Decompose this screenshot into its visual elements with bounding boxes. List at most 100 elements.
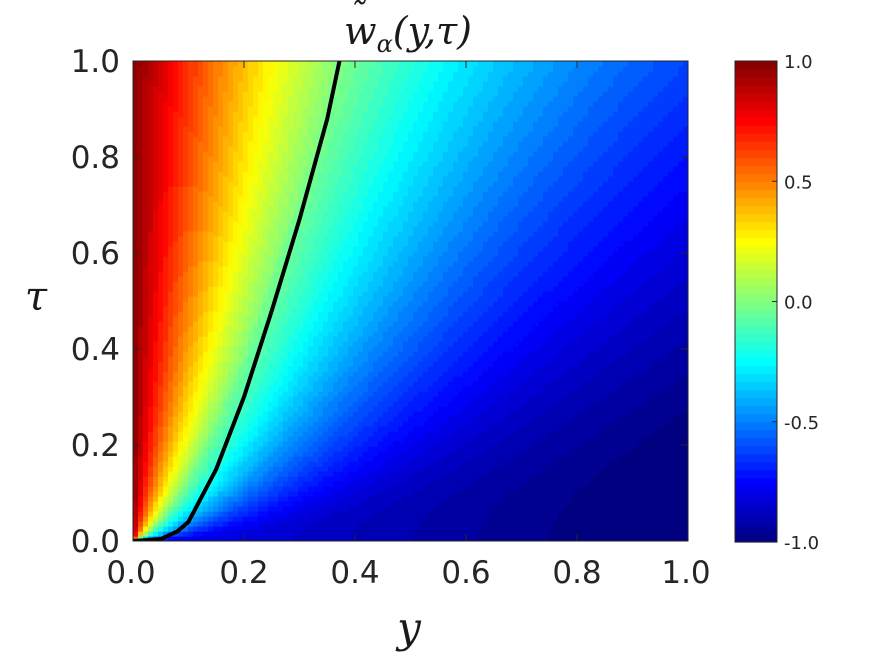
heatmap-cell: [193, 171, 199, 177]
heatmap-cell: [353, 386, 359, 392]
heatmap-cell: [228, 266, 234, 272]
heatmap-cell: [323, 296, 329, 302]
heatmap-cell: [308, 441, 314, 447]
heatmap-cell: [288, 486, 294, 492]
heatmap-cell: [388, 486, 394, 492]
heatmap-cell: [353, 151, 359, 157]
heatmap-cell: [268, 166, 274, 172]
heatmap-cell: [173, 161, 179, 167]
heatmap-cell: [178, 421, 184, 427]
heatmap-cell: [308, 391, 314, 397]
heatmap-cell: [198, 101, 204, 107]
heatmap-cell: [293, 326, 299, 332]
heatmap-cell: [328, 81, 334, 87]
heatmap-cell: [208, 156, 214, 162]
heatmap-cell: [178, 521, 184, 527]
heatmap-cell: [228, 446, 234, 452]
heatmap-cell: [208, 321, 214, 327]
heatmap-cell: [278, 71, 284, 77]
heatmap-cell: [333, 426, 339, 432]
heatmap-cell: [343, 191, 349, 197]
heatmap-cell: [183, 476, 189, 482]
heatmap-cell: [358, 466, 364, 472]
heatmap-cell: [188, 126, 194, 132]
heatmap-cell: [138, 76, 144, 82]
heatmap-cell: [188, 341, 194, 347]
heatmap-cell: [298, 501, 304, 507]
heatmap-cell: [143, 356, 149, 362]
heatmap-cell: [323, 476, 329, 482]
heatmap-cell: [248, 516, 254, 522]
heatmap-cell: [163, 316, 169, 322]
heatmap-cell: [313, 526, 319, 532]
heatmap-cell: [383, 271, 389, 277]
heatmap-cell: [213, 451, 219, 457]
heatmap-cell: [388, 156, 394, 162]
heatmap-cell: [198, 116, 204, 122]
heatmap-cell: [233, 126, 239, 132]
heatmap-cell: [203, 501, 209, 507]
heatmap-cell: [338, 171, 344, 177]
heatmap-cell: [353, 361, 359, 367]
heatmap-cell: [373, 376, 379, 382]
heatmap-cell: [298, 91, 304, 97]
heatmap-cell: [388, 456, 394, 462]
heatmap-cell: [388, 111, 394, 117]
heatmap-cell: [328, 271, 334, 277]
heatmap-cell: [173, 456, 179, 462]
heatmap-cell: [313, 136, 319, 142]
heatmap-cell: [183, 536, 189, 541]
heatmap-cell: [353, 391, 359, 397]
heatmap-cell: [288, 91, 294, 97]
heatmap-cell: [253, 271, 259, 277]
heatmap-cell: [283, 156, 289, 162]
heatmap-cell: [178, 71, 184, 77]
heatmap-cell: [153, 81, 159, 87]
heatmap-cell: [243, 476, 249, 482]
heatmap-cell: [203, 176, 209, 182]
heatmap-cell: [288, 96, 294, 102]
heatmap-cell: [353, 401, 359, 407]
heatmap-cell: [198, 336, 204, 342]
heatmap-cell: [333, 281, 339, 287]
heatmap-cell: [148, 286, 154, 292]
heatmap-cell: [223, 421, 229, 427]
heatmap-cell: [208, 466, 214, 472]
heatmap-cell: [353, 406, 359, 412]
heatmap-cell: [343, 76, 349, 82]
heatmap-cell: [143, 86, 149, 92]
heatmap-cell: [133, 321, 139, 327]
heatmap-cell: [258, 246, 264, 252]
heatmap-cell: [288, 441, 294, 447]
heatmap-cell: [363, 366, 369, 372]
heatmap-cell: [373, 521, 379, 527]
heatmap-cell: [213, 111, 219, 117]
heatmap-cell: [203, 491, 209, 497]
heatmap-cell: [258, 191, 264, 197]
heatmap-cell: [328, 76, 334, 82]
heatmap-cell: [188, 376, 194, 382]
heatmap-cell: [383, 461, 389, 467]
heatmap-cell: [343, 231, 349, 237]
heatmap-cell: [313, 76, 319, 82]
heatmap-cell: [228, 116, 234, 122]
heatmap-cell: [363, 401, 369, 407]
heatmap-cell: [193, 476, 199, 482]
heatmap-cell: [163, 186, 169, 192]
heatmap-cell: [153, 176, 159, 182]
heatmap-cell: [238, 96, 244, 102]
heatmap-cell: [368, 326, 374, 332]
heatmap-cell: [348, 531, 354, 537]
heatmap-cell: [373, 81, 379, 87]
heatmap-cell: [203, 476, 209, 482]
heatmap-cell: [203, 441, 209, 447]
heatmap-cell: [143, 171, 149, 177]
heatmap-cell: [153, 216, 159, 222]
heatmap-cell: [383, 76, 389, 82]
heatmap-cell: [283, 346, 289, 352]
heatmap-cell: [208, 436, 214, 442]
heatmap-cell: [203, 261, 209, 267]
heatmap-cell: [228, 391, 234, 397]
heatmap-cell: [298, 156, 304, 162]
heatmap-cell: [153, 421, 159, 427]
